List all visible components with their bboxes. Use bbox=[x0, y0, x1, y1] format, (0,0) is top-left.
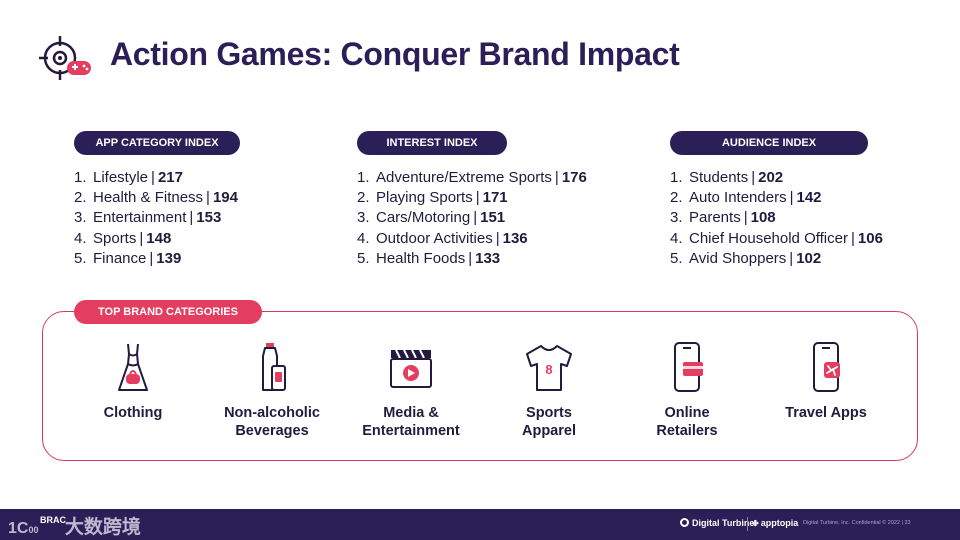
category-sports-apparel: 8 Sports Apparel bbox=[484, 340, 614, 440]
interest-index: INTEREST INDEX 1. Adventure/Extreme Sport… bbox=[357, 131, 587, 269]
section-heading: INTEREST INDEX bbox=[357, 131, 507, 155]
phone-card-icon bbox=[674, 342, 703, 392]
brand-categories-heading: TOP BRAND CATEGORIES bbox=[74, 300, 262, 324]
section-heading: APP CATEGORY INDEX bbox=[74, 131, 240, 155]
app-category-index: APP CATEGORY INDEX 1. Lifestyle | 217 2. Hea… bbox=[74, 131, 240, 269]
clapperboard-icon bbox=[390, 349, 432, 388]
digital-turbine-logo: Digital Turbine bbox=[680, 518, 754, 528]
category-label: Clothing bbox=[103, 405, 163, 421]
category-beverages: Non-alcoholic Beverages bbox=[207, 340, 337, 440]
category-online-retailers: Online Retailers bbox=[622, 340, 752, 440]
apptopia-logo: ✤ apptopia bbox=[752, 518, 799, 528]
list-item: 3. Cars/Motoring | 151 bbox=[357, 209, 506, 227]
list-item: 1. Students | 202 bbox=[670, 169, 784, 186]
list-item: 5. Avid Shoppers | 102 bbox=[670, 249, 822, 267]
list-item: 2. Auto Intenders | 142 bbox=[670, 189, 822, 207]
watermark-small: BRAC bbox=[40, 515, 66, 525]
watermark: 1C00 大数跨境 bbox=[8, 517, 141, 538]
footer-bar: 1C00 大数跨境 BRAC Digital Turbine ✤ apptopia… bbox=[0, 509, 960, 540]
category-label: Sports Apparel bbox=[522, 405, 576, 439]
crosshair-gamepad-icon bbox=[39, 36, 91, 80]
category-clothing: Clothing bbox=[68, 340, 198, 422]
page-title: Action Games: Conquer Brand Impact bbox=[110, 36, 680, 72]
bottle-can-icon bbox=[262, 343, 286, 391]
category-label: Non-alcoholic Beverages bbox=[224, 405, 320, 439]
index-list: 1. Adventure/Extreme Sports | 176 2. Playing… bbox=[357, 168, 587, 269]
list-item: 5. Health Foods | 133 bbox=[357, 249, 501, 267]
list-item: 2. Health & Fitness | 194 bbox=[74, 189, 238, 207]
footer-divider bbox=[747, 517, 748, 531]
list-item: 4. Outdoor Activities | 136 bbox=[357, 229, 528, 247]
list-item: 1. Adventure/Extreme Sports | 176 bbox=[357, 169, 587, 186]
list-item: 4. Chief Household Officer | 106 bbox=[670, 229, 883, 247]
dress-icon bbox=[118, 343, 148, 391]
category-travel-apps: Travel Apps bbox=[761, 340, 891, 422]
category-label: Media & Entertainment bbox=[362, 405, 460, 439]
index-list: 1. Students | 202 2. Auto Intenders | 142 3. Pa… bbox=[670, 168, 883, 269]
list-item: 5. Finance | 139 bbox=[74, 249, 182, 267]
phone-plane-icon bbox=[813, 342, 840, 392]
audience-index: AUDIENCE INDEX 1. Students | 202 2. Auto Int… bbox=[670, 131, 883, 269]
svg-text:8: 8 bbox=[545, 362, 552, 377]
list-item: 3. Parents | 108 bbox=[670, 209, 776, 227]
list-item: 3. Entertainment | 153 bbox=[74, 209, 222, 227]
category-label: Travel Apps bbox=[785, 405, 867, 421]
category-label: Online Retailers bbox=[656, 405, 718, 439]
brand-categories-panel bbox=[42, 311, 918, 461]
confidential-text: Digital Turbine, Inc. Confidential © 202… bbox=[803, 520, 911, 526]
index-list: 1. Lifestyle | 217 2. Health & Fitness | 194 3… bbox=[74, 168, 240, 269]
jersey-icon: 8 bbox=[526, 345, 572, 391]
list-item: 1. Lifestyle | 217 bbox=[74, 169, 183, 186]
list-item: 2. Playing Sports | 171 bbox=[357, 189, 508, 207]
list-item: 4. Sports | 148 bbox=[74, 229, 172, 247]
section-heading: AUDIENCE INDEX bbox=[670, 131, 868, 155]
category-media: Media & Entertainment bbox=[346, 340, 476, 440]
